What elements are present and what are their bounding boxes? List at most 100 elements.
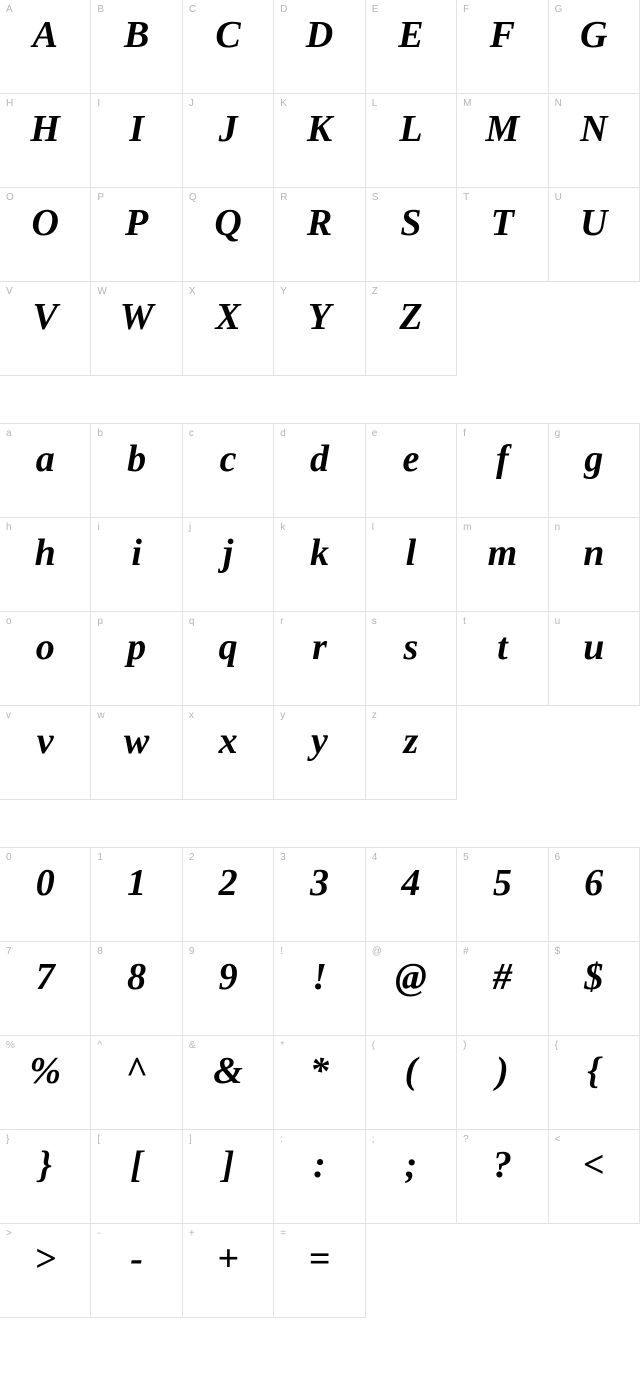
glyph-cell-glyph: 9: [183, 958, 273, 996]
glyph-cell[interactable]: GG: [548, 0, 640, 94]
glyph-cell[interactable]: 11: [90, 847, 182, 942]
glyph-cell[interactable]: uu: [548, 611, 640, 706]
glyph-cell[interactable]: ll: [365, 517, 457, 612]
glyph-cell[interactable]: 66: [548, 847, 640, 942]
glyph-cell[interactable]: nn: [548, 517, 640, 612]
glyph-cell[interactable]: ((: [365, 1035, 457, 1130]
glyph-cell[interactable]: VV: [0, 281, 91, 376]
glyph-cell[interactable]: ww: [90, 705, 182, 800]
glyph-cell[interactable]: [[: [90, 1129, 182, 1224]
glyph-cell-label: 1: [97, 852, 103, 863]
glyph-cell[interactable]: $$: [548, 941, 640, 1036]
glyph-cell[interactable]: YY: [273, 281, 365, 376]
glyph-cell-label: (: [372, 1040, 375, 1051]
glyph-cell[interactable]: FF: [456, 0, 548, 94]
glyph-cell[interactable]: kk: [273, 517, 365, 612]
glyph-cell[interactable]: TT: [456, 187, 548, 282]
glyph-cell[interactable]: OO: [0, 187, 91, 282]
glyph-cell[interactable]: xx: [182, 705, 274, 800]
glyph-cell[interactable]: 55: [456, 847, 548, 942]
glyph-cell[interactable]: DD: [273, 0, 365, 94]
glyph-cell[interactable]: qq: [182, 611, 274, 706]
glyph-cell[interactable]: 99: [182, 941, 274, 1036]
glyph-cell[interactable]: EE: [365, 0, 457, 94]
glyph-cell[interactable]: ss: [365, 611, 457, 706]
glyph-cell[interactable]: }}: [0, 1129, 91, 1224]
glyph-cell[interactable]: --: [90, 1223, 182, 1318]
glyph-cell[interactable]: oo: [0, 611, 91, 706]
glyph-cell[interactable]: tt: [456, 611, 548, 706]
glyph-cell[interactable]: ??: [456, 1129, 548, 1224]
glyph-cell-label: 2: [189, 852, 195, 863]
glyph-cell[interactable]: WW: [90, 281, 182, 376]
glyph-cell[interactable]: MM: [456, 93, 548, 188]
glyph-cell[interactable]: SS: [365, 187, 457, 282]
glyph-cell[interactable]: BB: [90, 0, 182, 94]
glyph-cell[interactable]: bb: [90, 423, 182, 518]
glyph-cell[interactable]: 33: [273, 847, 365, 942]
glyph-cell[interactable]: LL: [365, 93, 457, 188]
glyph-cell[interactable]: ::: [273, 1129, 365, 1224]
glyph-cell[interactable]: RR: [273, 187, 365, 282]
glyph-cell-label: 0: [6, 852, 12, 863]
glyph-cell[interactable]: pp: [90, 611, 182, 706]
glyph-cell[interactable]: 00: [0, 847, 91, 942]
glyph-cell[interactable]: XX: [182, 281, 274, 376]
glyph-cell[interactable]: @@: [365, 941, 457, 1036]
glyph-cell[interactable]: NN: [548, 93, 640, 188]
glyph-cell[interactable]: hh: [0, 517, 91, 612]
glyph-cell-label: R: [280, 192, 287, 203]
glyph-cell[interactable]: {{: [548, 1035, 640, 1130]
glyph-cell[interactable]: UU: [548, 187, 640, 282]
glyph-cell[interactable]: ++: [182, 1223, 274, 1318]
glyph-cell[interactable]: 88: [90, 941, 182, 1036]
glyph-cell[interactable]: ee: [365, 423, 457, 518]
glyph-cell-glyph: i: [91, 534, 181, 572]
glyph-cell[interactable]: AA: [0, 0, 91, 94]
glyph-cell-label: T: [463, 192, 469, 203]
glyph-cell[interactable]: rr: [273, 611, 365, 706]
glyph-cell[interactable]: PP: [90, 187, 182, 282]
glyph-cell-label: e: [372, 428, 378, 439]
glyph-cell-label: v: [6, 710, 11, 721]
glyph-cell-glyph: u: [549, 628, 639, 666]
glyph-cell[interactable]: KK: [273, 93, 365, 188]
glyph-cell[interactable]: ff: [456, 423, 548, 518]
glyph-cell[interactable]: II: [90, 93, 182, 188]
glyph-cell[interactable]: )): [456, 1035, 548, 1130]
glyph-cell[interactable]: gg: [548, 423, 640, 518]
glyph-cell[interactable]: ^^: [90, 1035, 182, 1130]
glyph-cell[interactable]: ##: [456, 941, 548, 1036]
glyph-cell[interactable]: >>: [0, 1223, 91, 1318]
glyph-cell[interactable]: ]]: [182, 1129, 274, 1224]
glyph-cell[interactable]: ==: [273, 1223, 365, 1318]
glyph-cell[interactable]: 22: [182, 847, 274, 942]
glyph-cell[interactable]: ii: [90, 517, 182, 612]
glyph-cell-glyph: O: [0, 204, 90, 242]
glyph-cell[interactable]: JJ: [182, 93, 274, 188]
glyph-cell[interactable]: aa: [0, 423, 91, 518]
glyph-cell[interactable]: !!: [273, 941, 365, 1036]
glyph-cell[interactable]: zz: [365, 705, 457, 800]
glyph-cell[interactable]: dd: [273, 423, 365, 518]
glyph-cell[interactable]: 44: [365, 847, 457, 942]
glyph-cell[interactable]: ;;: [365, 1129, 457, 1224]
glyph-cell[interactable]: jj: [182, 517, 274, 612]
glyph-cell[interactable]: %%: [0, 1035, 91, 1130]
glyph-cell[interactable]: vv: [0, 705, 91, 800]
glyph-cell[interactable]: &&: [182, 1035, 274, 1130]
glyph-cell[interactable]: QQ: [182, 187, 274, 282]
glyph-cell[interactable]: **: [273, 1035, 365, 1130]
glyph-cell-label: u: [555, 616, 561, 627]
glyph-cell[interactable]: 77: [0, 941, 91, 1036]
glyph-cell[interactable]: CC: [182, 0, 274, 94]
glyph-cell[interactable]: ZZ: [365, 281, 457, 376]
glyph-cell-glyph: r: [274, 628, 364, 666]
glyph-cell[interactable]: HH: [0, 93, 91, 188]
glyph-cell[interactable]: cc: [182, 423, 274, 518]
glyph-cell[interactable]: yy: [273, 705, 365, 800]
glyph-cell[interactable]: <<: [548, 1129, 640, 1224]
glyph-cell-label: j: [189, 522, 191, 533]
glyph-cell[interactable]: mm: [456, 517, 548, 612]
glyph-cell-label: f: [463, 428, 466, 439]
